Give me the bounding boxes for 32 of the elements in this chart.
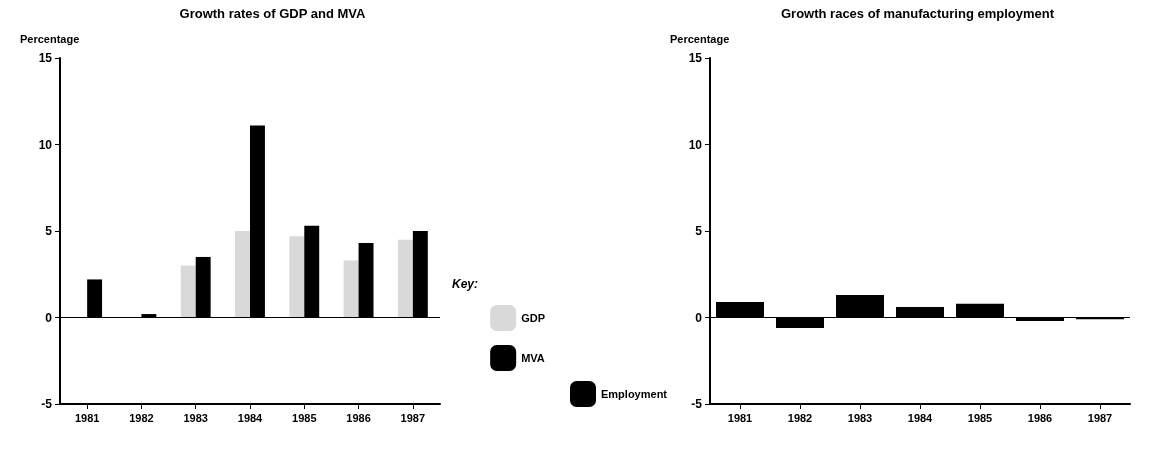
x-tick-label: 1986 xyxy=(1027,411,1053,424)
y-tick-label: -5 xyxy=(41,397,53,411)
y-tick-label: 0 xyxy=(695,310,703,325)
legend-label: Employment xyxy=(601,388,668,400)
x-tick-label: 1981 xyxy=(727,411,753,424)
y-tick-label: 5 xyxy=(695,224,703,238)
y-tick-label: 0 xyxy=(45,310,53,325)
x-tick-label: 1987 xyxy=(1087,411,1113,424)
x-tick-label: 1982 xyxy=(787,411,813,424)
y-tick-label: 15 xyxy=(688,51,703,65)
x-tick-label: 1987 xyxy=(400,411,426,424)
x-tick-label: 1981 xyxy=(74,411,100,424)
x-tick-label: 1984 xyxy=(237,411,264,424)
y-tick-label: -5 xyxy=(691,397,703,411)
y-axis-title: Percentage xyxy=(670,32,730,45)
chart-title: Growth races of manufacturing employment xyxy=(780,6,1055,21)
y-tick-label: 5 xyxy=(45,224,53,238)
x-tick-label: 1985 xyxy=(967,411,993,424)
x-tick-label: 1983 xyxy=(847,411,873,424)
y-axis-title: Percentage xyxy=(20,32,80,45)
legend-label: GDP xyxy=(521,312,546,324)
x-tick-label: 1985 xyxy=(292,411,317,424)
x-tick-label: 1982 xyxy=(129,411,154,424)
legend-label: MVA xyxy=(521,352,545,364)
x-tick-label: 1984 xyxy=(907,411,934,424)
y-tick-label: 15 xyxy=(38,51,53,65)
legend-title: Key: xyxy=(451,277,479,291)
x-tick-label: 1983 xyxy=(183,411,208,424)
x-tick-label: 1986 xyxy=(346,411,371,424)
y-tick-label: 10 xyxy=(688,137,703,152)
y-tick-label: 10 xyxy=(38,137,53,152)
chart-title: Growth rates of GDP and MVA xyxy=(179,6,367,21)
